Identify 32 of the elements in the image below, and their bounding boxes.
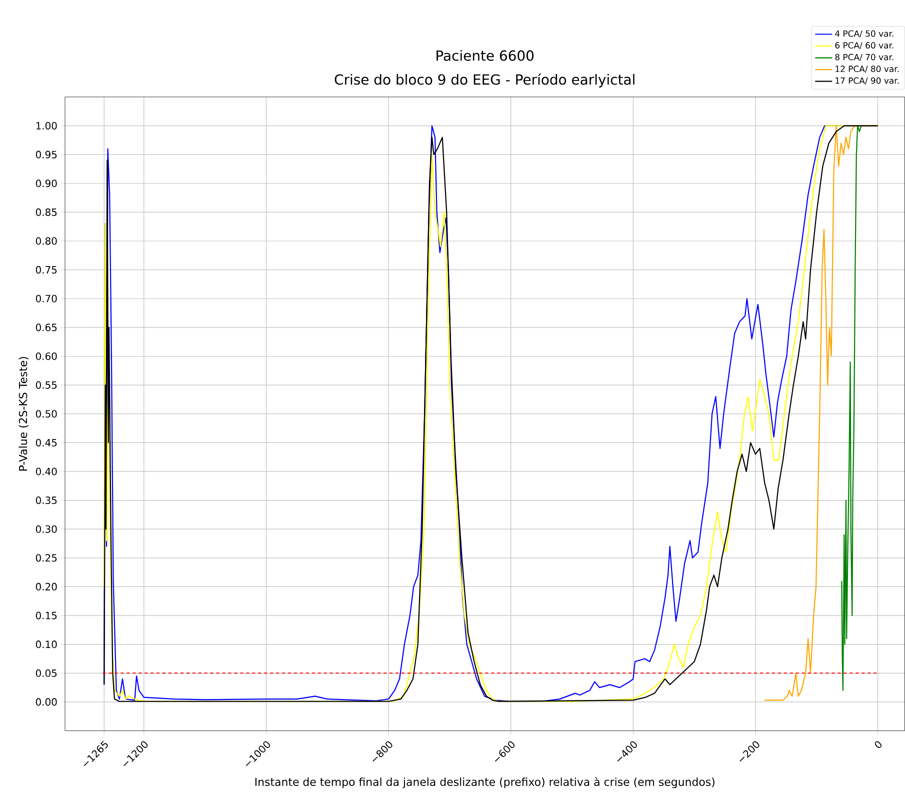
y-tick-label: 0.75 xyxy=(36,266,57,274)
y-tick-label: 0.85 xyxy=(36,208,57,216)
y-tick-label: 0.35 xyxy=(36,496,57,504)
y-tick-label: 1.00 xyxy=(36,122,57,130)
legend-label: 17 PCA/ 90 var. xyxy=(836,78,899,85)
y-tick-label: 0.25 xyxy=(36,554,57,562)
y-axis-title: P-Value (2S-KS Teste) xyxy=(18,357,28,471)
y-tick-label: 0.40 xyxy=(36,468,57,476)
y-tick-label: 0.15 xyxy=(36,612,57,620)
y-tick-label: 0.70 xyxy=(36,294,57,303)
chart-subtitle: Crise do bloco 9 do EEG - Período earlyictal xyxy=(334,74,634,88)
legend-label: 12 PCA/ 80 var. xyxy=(836,66,899,73)
y-tick-label: 0.50 xyxy=(36,410,57,418)
y-tick-label: 0.95 xyxy=(36,150,57,158)
y-tick-label: 0.05 xyxy=(36,669,57,678)
y-tick-label: 0.90 xyxy=(36,180,57,188)
x-tick-label: 0 xyxy=(874,741,882,748)
legend-label: 6 PCA/ 60 var. xyxy=(835,42,894,50)
x-axis-title: Instante de tempo final da janela deslizante (prefixo) relativa à crise (em segundos) xyxy=(255,777,714,788)
chart-title: Paciente 6600 xyxy=(436,50,534,61)
y-tick-label: 0.10 xyxy=(36,640,57,648)
y-tick-label: 0.30 xyxy=(36,525,57,533)
legend-label: 4 PCA/ 50 var. xyxy=(835,30,894,38)
y-tick-label: 0.60 xyxy=(36,352,57,360)
y-tick-label: 0.45 xyxy=(36,439,57,447)
legend-label: 8 PCA/ 70 var. xyxy=(835,54,894,62)
y-tick-label: 0.65 xyxy=(36,324,57,332)
y-tick-label: 0.55 xyxy=(36,381,57,389)
y-tick-label: 0.80 xyxy=(36,237,57,245)
y-tick-label: 0.00 xyxy=(36,698,57,706)
line-series xyxy=(104,125,878,702)
y-tick-label: 0.20 xyxy=(36,583,57,591)
